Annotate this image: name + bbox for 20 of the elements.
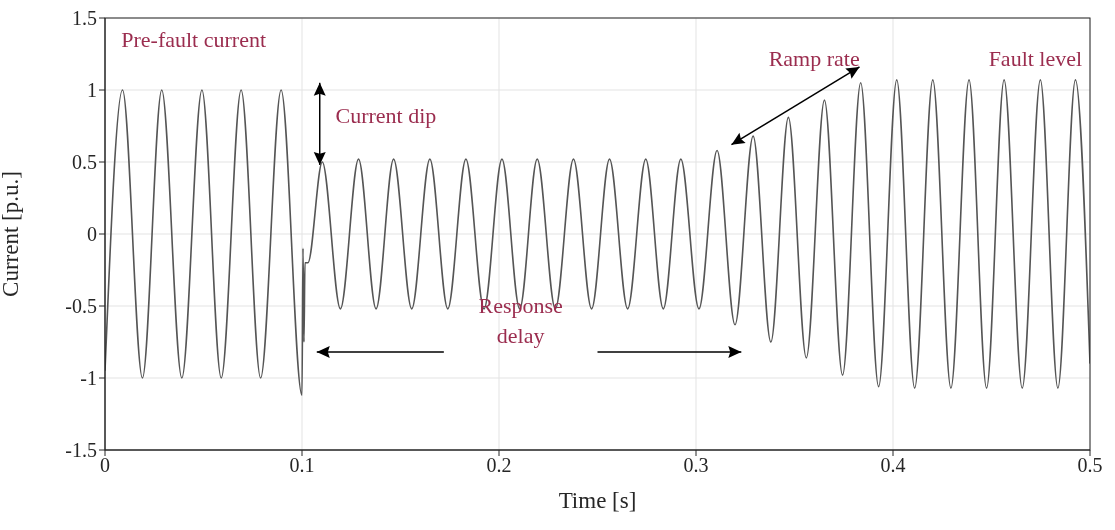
x-axis-title: Time [s]: [558, 488, 637, 513]
x-tick-label: 0.1: [289, 454, 315, 477]
y-tick-label: 0.5: [72, 151, 97, 174]
x-tick-label: 0.4: [880, 454, 906, 477]
y-axis-title: Current [p.u.]: [0, 171, 24, 297]
y-tick-label: -0.5: [65, 295, 97, 318]
x-tick-label: 0.5: [1077, 454, 1103, 477]
x-tick-label: 0.2: [486, 454, 512, 477]
x-tick-label: 0.3: [683, 454, 709, 477]
y-tick-label: -1: [80, 367, 97, 390]
annotation: Fault level: [988, 45, 1083, 71]
y-tick-label: 0: [87, 223, 97, 246]
annotation: Response delay: [478, 293, 563, 349]
y-tick-label: 1.5: [72, 7, 97, 30]
y-tick-label: 1: [87, 79, 97, 102]
y-tick-label: -1.5: [65, 439, 97, 462]
annotation: Current dip: [335, 103, 437, 129]
line-series: [105, 79, 1090, 397]
annotation: Pre-fault current: [121, 26, 267, 52]
annotation: Ramp rate: [768, 45, 860, 71]
